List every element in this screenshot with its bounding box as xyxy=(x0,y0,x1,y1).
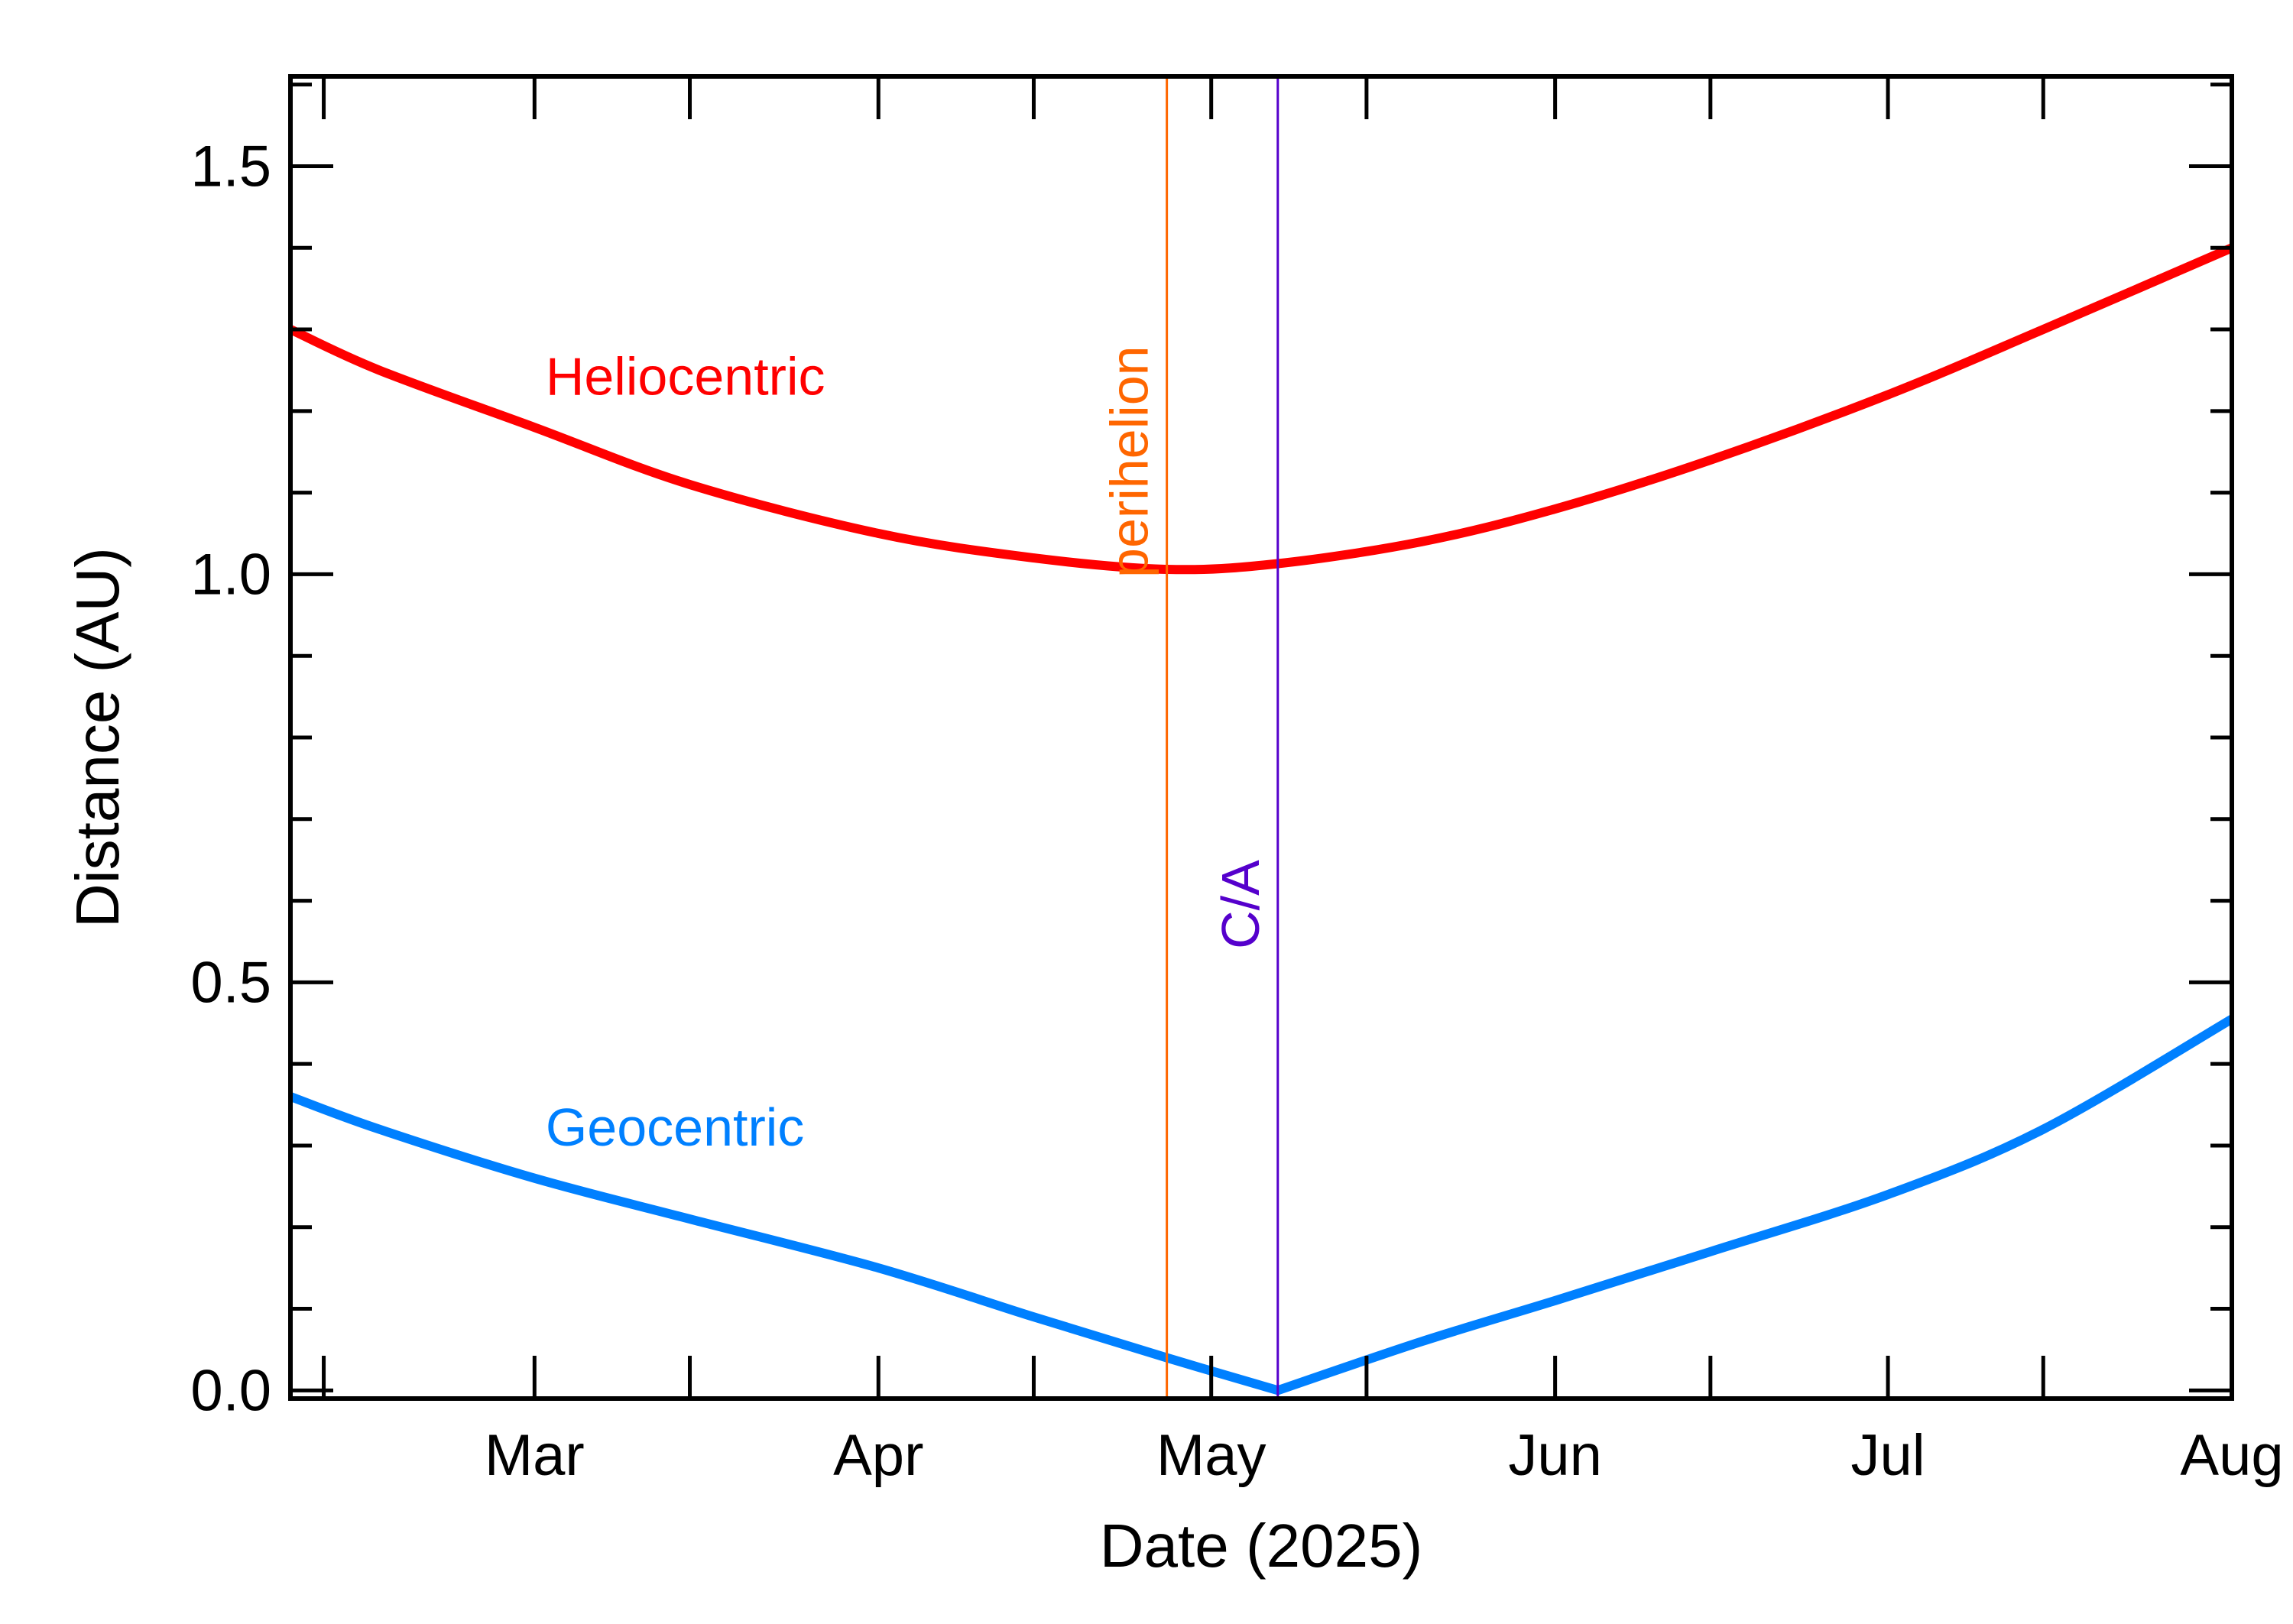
x-tick-label: Jun xyxy=(1508,1423,1602,1488)
series-layer xyxy=(288,243,2235,1395)
x-tick-label: Aug xyxy=(2180,1423,2283,1488)
y-tick-label: 0.0 xyxy=(190,1358,271,1423)
x-tick-label: Apr xyxy=(833,1423,923,1488)
series-label-heliocentric: Heliocentric xyxy=(546,346,825,406)
x-tick-label: Jul xyxy=(1850,1423,1925,1488)
label-layer: 0.0 0.5 1.0 1.5 Mar Apr May Jun Jul Aug Heliocentr… xyxy=(190,134,2283,1488)
x-axis-title: Date (2025) xyxy=(1100,1512,1422,1580)
marker-layer: perihelion C/A xyxy=(1100,76,1279,1399)
plot-frame xyxy=(288,74,2234,1401)
y-tick-label: 0.5 xyxy=(190,950,271,1015)
marker-label-closest-approach: C/A xyxy=(1211,860,1270,949)
series-label-geocentric: Geocentric xyxy=(546,1097,804,1157)
y-tick-label: 1.5 xyxy=(190,134,271,199)
y-axis-title: Distance (AU) xyxy=(63,547,131,928)
y-tick-label: 1.0 xyxy=(190,542,271,607)
x-tick-label: Mar xyxy=(485,1423,585,1488)
x-tick-label: May xyxy=(1156,1423,1267,1488)
tick-layer xyxy=(290,76,2232,1399)
series-line-heliocentric xyxy=(288,243,2234,575)
series-line-geocentric xyxy=(288,1015,2235,1395)
marker-label-perihelion: perihelion xyxy=(1100,345,1159,578)
